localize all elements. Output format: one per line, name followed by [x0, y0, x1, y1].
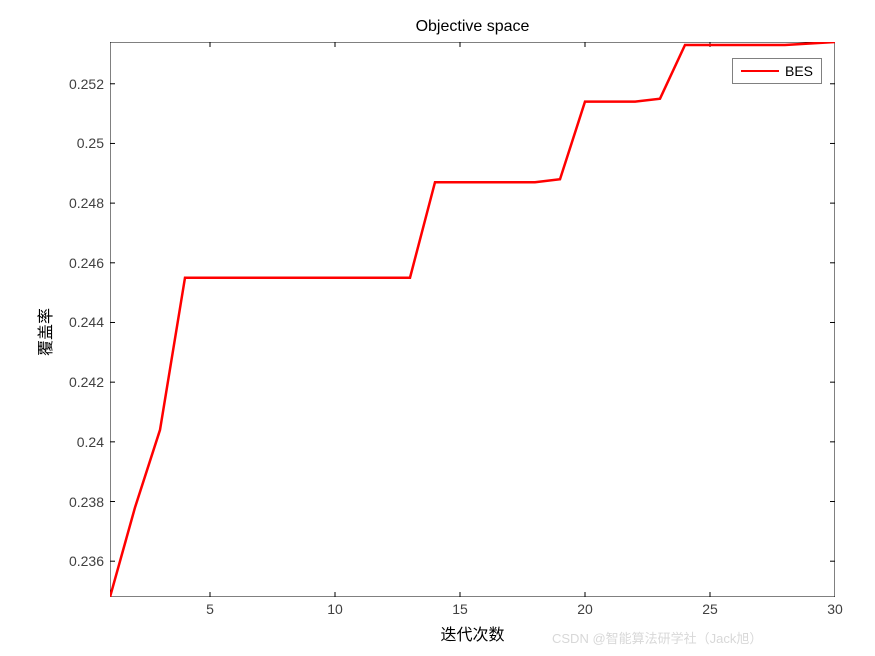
- legend-series-label: BES: [785, 63, 813, 79]
- y-tick-label: 0.24: [58, 434, 104, 450]
- y-tick-label: 0.238: [58, 494, 104, 510]
- x-tick-label: 25: [702, 601, 718, 617]
- figure: Objective space 覆盖率 迭代次数 BES CSDN @智能算法研…: [0, 0, 875, 656]
- y-tick-label: 0.242: [58, 374, 104, 390]
- y-axis-label: 覆盖率: [32, 307, 56, 355]
- legend: BES: [732, 58, 822, 84]
- y-tick-label: 0.244: [58, 314, 104, 330]
- watermark-text: CSDN @智能算法研学社（Jack旭）: [552, 628, 762, 647]
- chart-title: Objective space: [110, 18, 835, 36]
- y-tick-label: 0.236: [58, 553, 104, 569]
- y-tick-label: 0.248: [58, 195, 104, 211]
- x-tick-label: 15: [452, 601, 468, 617]
- x-tick-label: 10: [327, 601, 343, 617]
- y-tick-label: 0.25: [58, 135, 104, 151]
- plot-area: [110, 42, 835, 597]
- x-tick-label: 30: [827, 601, 843, 617]
- y-tick-label: 0.246: [58, 255, 104, 271]
- legend-line-sample: [741, 70, 779, 72]
- x-tick-label: 20: [577, 601, 593, 617]
- x-tick-label: 5: [206, 601, 214, 617]
- y-tick-label: 0.252: [58, 76, 104, 92]
